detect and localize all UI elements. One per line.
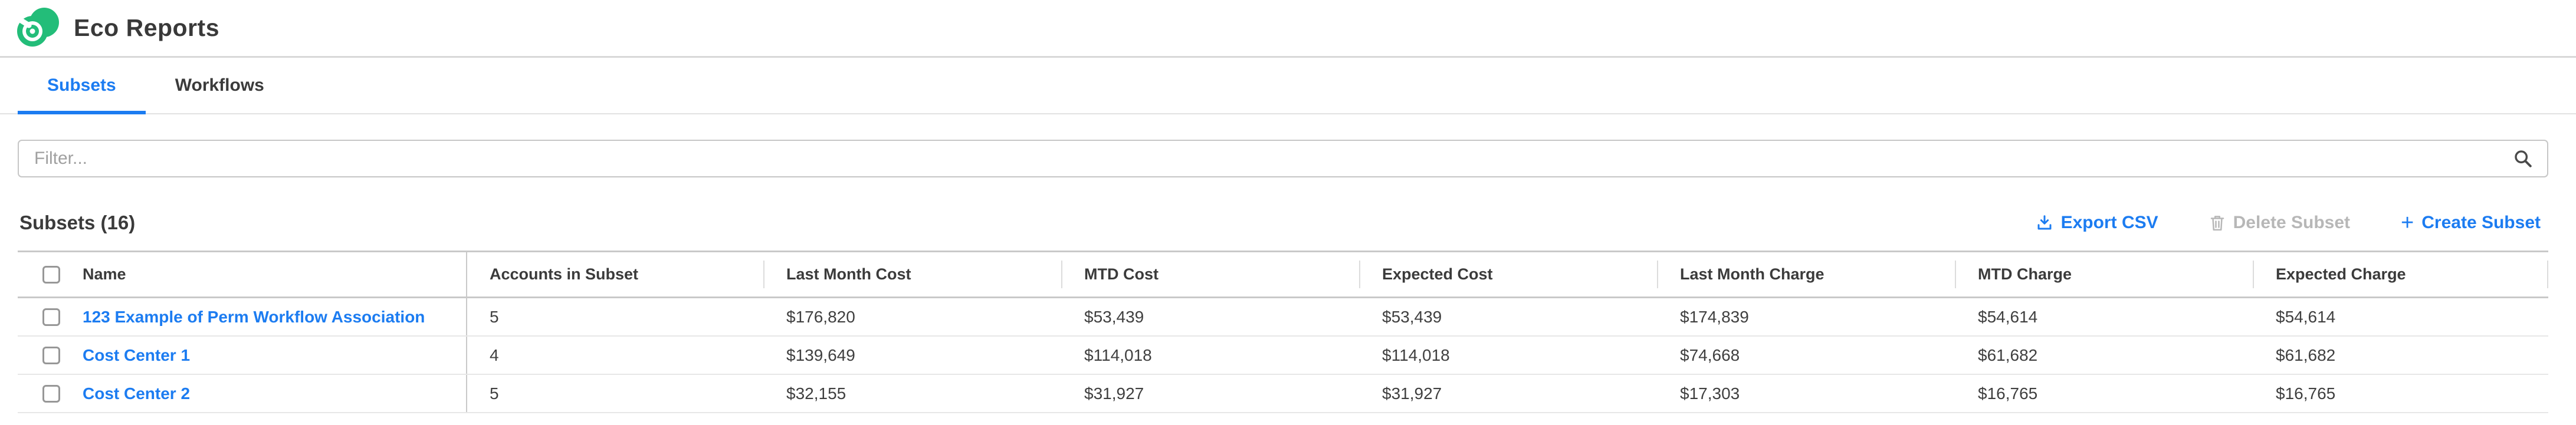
tab-workflows[interactable]: Workflows: [175, 75, 264, 95]
filter-bar: [18, 140, 2548, 177]
cell-last-month-charge: $174,839: [1680, 307, 1749, 326]
row-checkbox[interactable]: [42, 308, 60, 326]
cell-expected-charge: $61,682: [2276, 345, 2336, 364]
table-header-row: Name Accounts in Subset Last Month Cost …: [18, 252, 2548, 298]
tab-bar: Subsets Workflows: [0, 58, 2576, 114]
cell-accounts: 5: [466, 298, 764, 335]
name-cell: 123 Example of Perm Workflow Association: [18, 298, 466, 335]
name-cell: Cost Center 1: [18, 337, 466, 374]
cell-mtd-cost: $114,018: [1084, 345, 1152, 364]
app-header: Eco Reports: [0, 0, 2576, 58]
select-all-checkbox[interactable]: [42, 265, 60, 284]
page-title: Eco Reports: [74, 14, 219, 41]
search-icon[interactable]: [2513, 149, 2533, 169]
filter-input[interactable]: [18, 140, 2548, 177]
cell-mtd-cost: $53,439: [1084, 307, 1144, 326]
cell-last-month-cost: $139,649: [786, 345, 855, 364]
plus-icon: +: [2401, 210, 2414, 235]
cell-last-month-charge: $74,668: [1680, 345, 1740, 364]
table-row: Cost Center 1 4 $139,649 $114,018 $114,0…: [18, 337, 2548, 375]
subset-name-link[interactable]: 123 Example of Perm Workflow Association: [83, 307, 425, 326]
cell-last-month-cost: $176,820: [786, 307, 855, 326]
row-checkbox[interactable]: [42, 384, 60, 403]
table-row: 123 Example of Perm Workflow Association…: [18, 298, 2548, 337]
name-cell: Cost Center 2: [18, 375, 466, 412]
section-title: Subsets (16): [19, 212, 136, 233]
table-row: Cost Center 2 5 $32,155 $31,927 $31,927 …: [18, 375, 2548, 413]
cell-mtd-cost: $31,927: [1084, 384, 1144, 403]
cell-mtd-charge: $61,682: [1978, 345, 2038, 364]
header-accounts: Accounts in Subset: [466, 252, 764, 296]
header-last-month-cost: Last Month Cost: [763, 252, 1062, 296]
header-expected-charge: Expected Charge: [2253, 252, 2548, 296]
cell-expected-charge: $16,765: [2276, 384, 2336, 403]
section-header: Subsets (16) Export CSV Delete Subset + …: [19, 212, 2548, 234]
cell-expected-charge: $54,614: [2276, 307, 2336, 326]
create-subset-button[interactable]: + Create Subset: [2401, 210, 2541, 235]
subset-name-link[interactable]: Cost Center 1: [83, 345, 191, 364]
cell-mtd-charge: $16,765: [1978, 384, 2038, 403]
download-icon: [2037, 215, 2052, 230]
subsets-table: Name Accounts in Subset Last Month Cost …: [18, 251, 2548, 413]
export-csv-button[interactable]: Export CSV: [2036, 213, 2158, 233]
header-mtd-cost: MTD Cost: [1061, 252, 1360, 296]
cell-accounts: 5: [466, 375, 764, 412]
header-name-label: Name: [83, 265, 126, 283]
header-expected-cost: Expected Cost: [1359, 252, 1658, 296]
eco-logo-icon: [17, 7, 59, 47]
cell-expected-cost: $53,439: [1382, 307, 1442, 326]
row-checkbox[interactable]: [42, 346, 60, 364]
delete-subset-button[interactable]: Delete Subset: [2209, 213, 2350, 233]
delete-subset-label: Delete Subset: [2233, 213, 2351, 232]
cell-expected-cost: $31,927: [1382, 384, 1442, 403]
header-last-month-charge: Last Month Charge: [1657, 252, 1955, 296]
cell-last-month-charge: $17,303: [1680, 384, 1740, 403]
cell-mtd-charge: $54,614: [1978, 307, 2038, 326]
tab-subsets[interactable]: Subsets: [18, 58, 146, 114]
cell-last-month-cost: $32,155: [786, 384, 846, 403]
create-subset-label: Create Subset: [2421, 213, 2541, 232]
cell-expected-cost: $114,018: [1382, 345, 1450, 364]
trash-icon: [2210, 216, 2224, 231]
header-mtd-charge: MTD Charge: [1955, 252, 2253, 296]
actions-toolbar: Export CSV Delete Subset + Create Subset: [2036, 210, 2548, 235]
export-csv-label: Export CSV: [2060, 213, 2158, 232]
header-name: Name: [18, 252, 466, 296]
cell-accounts: 4: [466, 337, 764, 374]
subset-name-link[interactable]: Cost Center 2: [83, 384, 191, 403]
